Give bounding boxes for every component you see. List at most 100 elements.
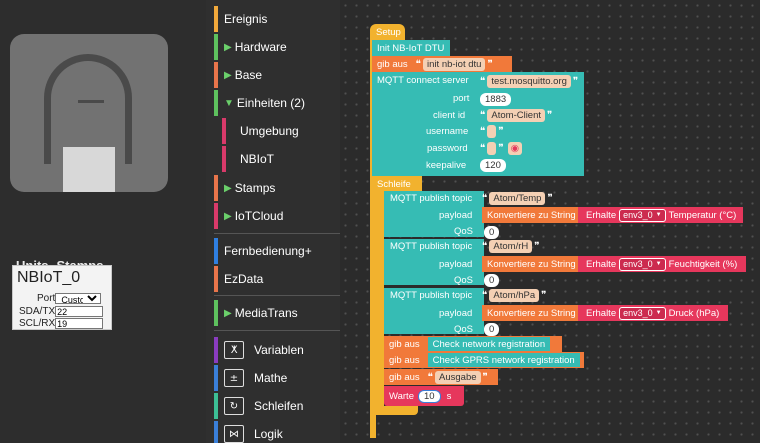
password-label: password (427, 143, 468, 154)
category-color-bar (214, 365, 218, 391)
scl-input[interactable] (55, 318, 104, 329)
topic-input-3[interactable]: ❝ Atom/hPa ❞ (480, 287, 549, 303)
check-network-block[interactable]: Check network registration (427, 337, 551, 351)
topic-value-1[interactable]: Atom/Temp (489, 191, 546, 205)
category-fernbedienung[interactable]: Fernbedienung+ (214, 238, 312, 264)
username-input[interactable]: ❝ ❞ (478, 123, 506, 139)
topic-value-2[interactable]: Atom/rH (489, 239, 533, 253)
expand-arrow-icon: ▶ (224, 210, 232, 222)
publish-label: MQTT publish topic (390, 290, 473, 301)
qos-input-3[interactable]: 0 (484, 321, 500, 337)
device-button[interactable] (63, 147, 115, 192)
category-label: Hardware (234, 40, 287, 54)
qos-label: QoS (454, 275, 474, 286)
subcategory-umgebung[interactable]: Umgebung (222, 118, 299, 144)
payload-label: payload (439, 210, 473, 221)
category-variablen[interactable]: ⵅ Variablen (214, 337, 304, 363)
sda-input[interactable] (55, 306, 104, 317)
check-gprs-block[interactable]: Check GPRS network registration (427, 353, 580, 367)
port-row: Port Custom (37, 293, 102, 304)
get-sensor-block-2[interactable]: Erhalte env3_0 ▼ Feuchtigkeit (%) (578, 256, 746, 272)
wait-block[interactable]: Warte 10 s (384, 386, 464, 406)
password-value[interactable] (487, 141, 497, 155)
init-nbiot-block[interactable]: Init NB-IoT DTU (372, 40, 450, 56)
get-sensor-block-3[interactable]: Erhalte env3_0 ▼ Druck (hPa) (578, 305, 728, 321)
output-value[interactable]: Ausgabe (435, 370, 481, 384)
keepalive-value[interactable]: 120 (480, 158, 506, 172)
quote-close-icon: ❞ (541, 289, 547, 301)
port-select[interactable]: Custom (55, 293, 102, 304)
mqtt-publish-block-1[interactable]: MQTT publish topic (384, 191, 484, 237)
setup-block[interactable]: Setup (370, 24, 405, 40)
category-hardware[interactable]: ▶ Hardware (214, 34, 287, 60)
topic-input-2[interactable]: ❝ Atom/rH ❞ (480, 238, 542, 254)
print-output-block[interactable]: gib aus ❝ Ausgabe ❞ (384, 369, 498, 385)
print-gprs-block[interactable]: gib aus Check GPRS network registration (384, 352, 584, 368)
to-string-block-3[interactable]: Konvertiere zu String (482, 305, 578, 321)
category-ereignis[interactable]: Ereignis (214, 6, 267, 32)
quote-close-icon: ❞ (498, 142, 504, 154)
category-label: Einheiten (2) (236, 96, 305, 110)
category-iotcloud[interactable]: ▶ IoTCloud (214, 203, 283, 229)
print-label: gib aus (389, 354, 420, 366)
mqtt-publish-block-3[interactable]: MQTT publish topic (384, 288, 484, 334)
category-base[interactable]: ▶ Base (214, 62, 262, 88)
unit-title: NBIoT_0 (17, 269, 81, 286)
to-string-label: Konvertiere zu String (487, 209, 576, 221)
quote-open-icon: ❝ (482, 289, 488, 301)
to-string-block-1[interactable]: Konvertiere zu String (482, 207, 578, 223)
mqtt-publish-block-2[interactable]: MQTT publish topic (384, 239, 484, 285)
block-workspace[interactable]: Setup Init NB-IoT DTU gib aus ❝ init nb-io… (340, 0, 760, 443)
category-einheiten[interactable]: ▼ Einheiten (2) (214, 90, 305, 116)
to-string-block-2[interactable]: Konvertiere zu String (482, 256, 578, 272)
check-network-label: Check network registration (432, 338, 546, 350)
category-mediatrans[interactable]: ▶ MediaTrans (214, 300, 298, 326)
client-id-input[interactable]: ❝ Atom-Client ❞ (478, 107, 554, 123)
qos-value-1[interactable]: 0 (484, 225, 500, 239)
mqtt-connect-block[interactable]: MQTT connect server (372, 72, 584, 176)
unit-card[interactable]: NBIoT_0 Port Custom SDA/TX SCL/RX (12, 265, 112, 330)
topic-value-3[interactable]: Atom/hPa (489, 288, 540, 302)
keepalive-input[interactable]: 120 (480, 157, 506, 173)
print-network-block[interactable]: gib aus Check network registration (384, 336, 562, 352)
keepalive-label: keepalive (426, 160, 467, 171)
string-value[interactable]: init nb-iot dtu (423, 57, 486, 71)
qos-value-2[interactable]: 0 (484, 273, 500, 287)
subcategory-nbiot[interactable]: NBIoT (222, 146, 274, 172)
port-input[interactable]: 1883 (480, 91, 512, 107)
port-value[interactable]: 1883 (480, 92, 512, 106)
client-id-value[interactable]: Atom-Client (487, 108, 546, 122)
show-password-eye-icon[interactable]: ◉ (507, 141, 523, 155)
wait-value[interactable]: 10 (417, 389, 441, 403)
category-mathe[interactable]: ± Mathe (214, 365, 287, 391)
get-sensor-block-1[interactable]: Erhalte env3_0 ▼ Temperatur (°C) (578, 207, 743, 223)
quote-close-icon: ❞ (572, 75, 579, 87)
category-color-bar (214, 6, 218, 32)
qos-value-3[interactable]: 0 (484, 322, 500, 336)
username-value[interactable] (487, 124, 497, 138)
subcategory-label: NBIoT (240, 152, 275, 166)
server-value[interactable]: test.mosquitto.org (487, 74, 571, 88)
category-stamps[interactable]: ▶ Stamps (214, 175, 275, 201)
category-schleifen[interactable]: ↻ Schleifen (214, 393, 303, 419)
server-input[interactable]: ❝ test.mosquitto.org ❞ (478, 73, 580, 89)
env-dropdown-1[interactable]: env3_0 ▼ (619, 208, 666, 222)
quote-open-icon: ❝ (482, 240, 488, 252)
password-input[interactable]: ❝ ❞ ◉ (478, 140, 523, 156)
topic-input-1[interactable]: ❝ Atom/Temp ❞ (480, 190, 555, 206)
print-label: gib aus (389, 338, 420, 350)
loop-block[interactable]: Schleife (372, 176, 422, 192)
category-ezdata[interactable]: EzData (214, 266, 263, 292)
category-color-bar (214, 300, 218, 326)
category-logik[interactable]: ⋈ Logik (214, 421, 283, 443)
print-block[interactable]: gib aus ❝ init nb-iot dtu ❞ (372, 56, 512, 72)
setup-label: Setup (376, 26, 401, 38)
env-dropdown-2[interactable]: env3_0 ▼ (619, 257, 666, 271)
env-dropdown-3[interactable]: env3_0 ▼ (619, 306, 666, 320)
qos-input-1[interactable]: 0 (484, 224, 500, 240)
category-color-bar (214, 337, 218, 363)
port-label: Port (37, 293, 56, 304)
loop-icon: ↻ (224, 397, 244, 415)
category-color-bar (214, 34, 218, 60)
qos-input-2[interactable]: 0 (484, 272, 500, 288)
